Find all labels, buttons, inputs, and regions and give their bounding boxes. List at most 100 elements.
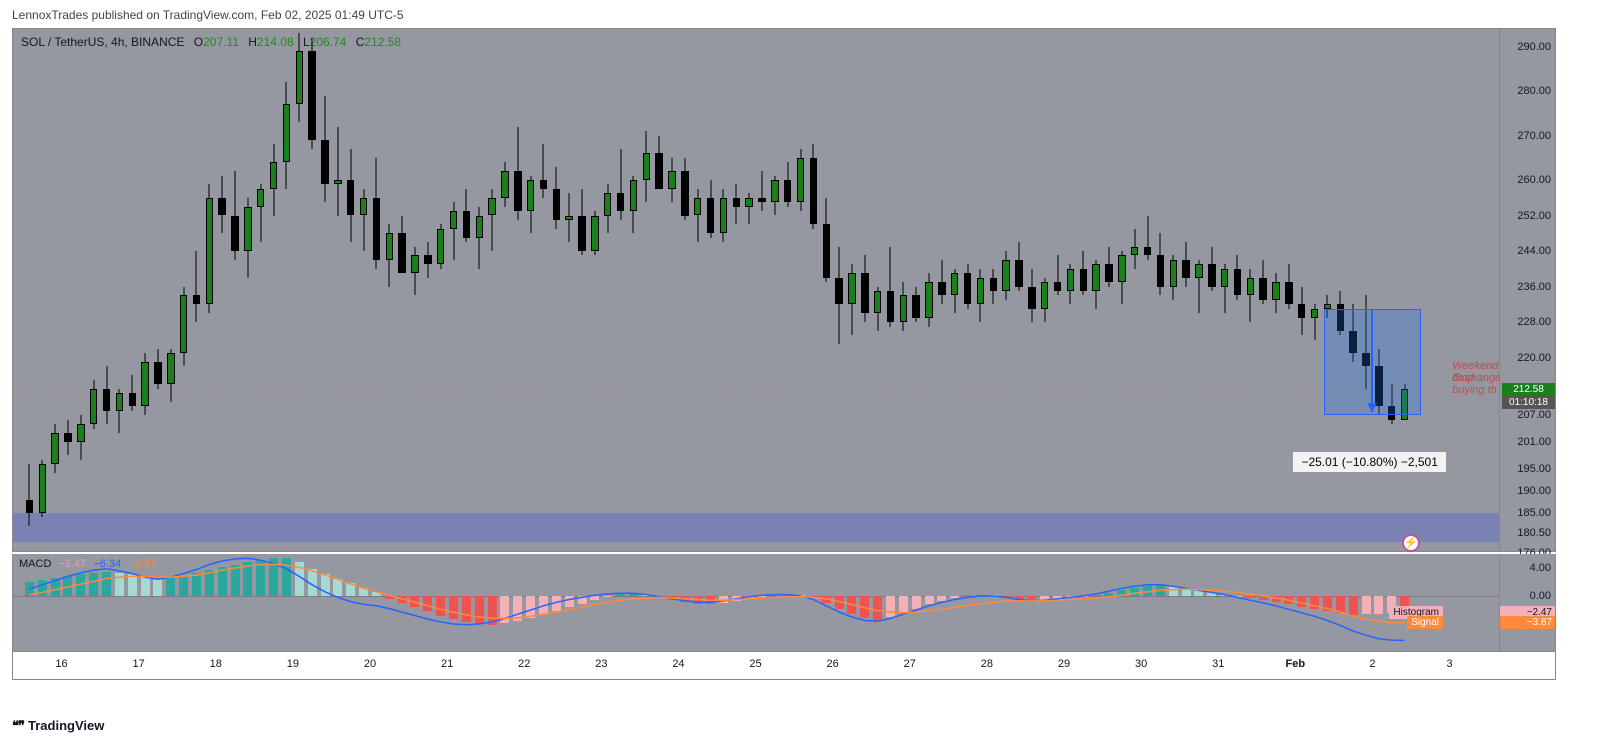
candle	[707, 29, 714, 553]
candle	[244, 29, 251, 553]
macd-hist-bar	[950, 596, 959, 598]
macd-hist-bar	[1259, 596, 1268, 600]
candle	[1285, 29, 1292, 553]
macd-hist-bar	[757, 596, 766, 597]
candle	[1054, 29, 1061, 553]
macd-hist-bar	[372, 592, 381, 596]
macd-hist-bar	[513, 596, 522, 621]
candle	[565, 29, 572, 553]
candle	[437, 29, 444, 553]
macd-hist-bar	[1027, 596, 1036, 602]
price-tick: 220.00	[1517, 352, 1551, 364]
macd-hist-bar	[1336, 596, 1345, 613]
candle	[810, 29, 817, 553]
candle	[874, 29, 881, 553]
candle	[154, 29, 161, 553]
candle	[180, 29, 187, 553]
candle	[90, 29, 97, 553]
candle	[823, 29, 830, 553]
macd-hist-bar	[398, 596, 407, 603]
macd-hist-bar	[629, 593, 638, 596]
candle	[951, 29, 958, 553]
macd-hist-bar	[732, 596, 741, 601]
candlestick-chart-pane[interactable]: SOL / TetherUS, 4h, BINANCE O207.11 H214…	[12, 28, 1500, 552]
macd-hist-bar	[295, 562, 304, 596]
candle	[450, 29, 457, 553]
price-tick: 290.00	[1517, 41, 1551, 53]
macd-hist-bar	[1246, 596, 1255, 598]
candle	[655, 29, 662, 553]
macd-hist-bar	[912, 596, 921, 609]
macd-hist-bar	[642, 595, 651, 596]
price-tick: 236.00	[1517, 281, 1551, 293]
macd-hist-bar	[436, 596, 445, 616]
candle	[938, 29, 945, 553]
candle	[1221, 29, 1228, 553]
candle	[553, 29, 560, 553]
candle	[1337, 29, 1344, 553]
macd-hist-bar	[565, 596, 574, 607]
macd-hist-bar	[976, 595, 985, 596]
macd-hist-bar	[218, 567, 227, 596]
tradingview-watermark: ❝❞TradingView	[12, 718, 104, 734]
macd-hist-bar	[937, 596, 946, 601]
time-axis[interactable]: 16171819202122232425262728293031Feb23	[12, 652, 1556, 680]
macd-hist-bar	[488, 596, 497, 625]
candle	[206, 29, 213, 553]
macd-hist-bar	[231, 565, 240, 597]
macd-hist-bar	[809, 596, 818, 598]
candle	[77, 29, 84, 553]
time-tick: Feb	[1286, 658, 1306, 670]
flash-icon[interactable]: ⚡	[1402, 534, 1420, 552]
measurement-box[interactable]	[1324, 309, 1421, 416]
candle	[1080, 29, 1087, 553]
ohlc-close: 212.58	[364, 35, 401, 49]
macd-hist-bar	[899, 596, 908, 613]
candle	[1362, 29, 1369, 553]
price-axis[interactable]: 290.00280.00270.00260.00252.00244.00236.…	[1500, 28, 1556, 552]
macd-line-value: −6.34	[93, 558, 121, 570]
candle	[129, 29, 136, 553]
macd-hist-bar	[141, 577, 150, 596]
macd-legend: MACD −2.47 −6.34 −3.87	[19, 558, 156, 570]
time-tick: 19	[287, 658, 299, 670]
candle	[26, 29, 33, 553]
candle	[39, 29, 46, 553]
candle	[848, 29, 855, 553]
macd-hist-bar	[745, 596, 754, 599]
candle	[861, 29, 868, 553]
time-tick: 27	[904, 658, 916, 670]
time-tick: 18	[210, 658, 222, 670]
macd-axis-tick: 4.00	[1530, 562, 1551, 574]
candle	[643, 29, 650, 553]
price-tick: 270.00	[1517, 130, 1551, 142]
macd-hist-bar	[552, 596, 561, 611]
macd-hist-bar	[1015, 596, 1024, 600]
price-tick: 280.00	[1517, 85, 1551, 97]
candle	[771, 29, 778, 553]
candle	[1349, 29, 1356, 553]
candle	[424, 29, 431, 553]
macd-hist-bar	[475, 596, 484, 624]
candle	[694, 29, 701, 553]
price-tick: 260.00	[1517, 174, 1551, 186]
macd-pane[interactable]: MACD −2.47 −6.34 −3.87 HistogramSignal	[12, 554, 1500, 652]
macd-hist-bar	[359, 588, 368, 596]
macd-hist-bar	[578, 596, 587, 604]
candle	[1015, 29, 1022, 553]
macd-hist-bar	[1194, 590, 1203, 596]
macd-hist-bar	[1169, 586, 1178, 597]
macd-hist-bar	[616, 594, 625, 596]
macd-axis[interactable]: 4.000.00−2.47−3.87	[1500, 554, 1556, 652]
macd-hist-bar	[1066, 596, 1075, 598]
candle	[1298, 29, 1305, 553]
macd-hist-bar	[873, 596, 882, 621]
candle	[1324, 29, 1331, 553]
macd-signal-value: −3.87	[128, 558, 156, 570]
candle	[720, 29, 727, 553]
macd-hist-bar	[1053, 596, 1062, 600]
price-tick: 180.50	[1517, 527, 1551, 539]
candle	[398, 29, 405, 553]
macd-hist-bar	[269, 558, 278, 596]
candle	[1118, 29, 1125, 553]
